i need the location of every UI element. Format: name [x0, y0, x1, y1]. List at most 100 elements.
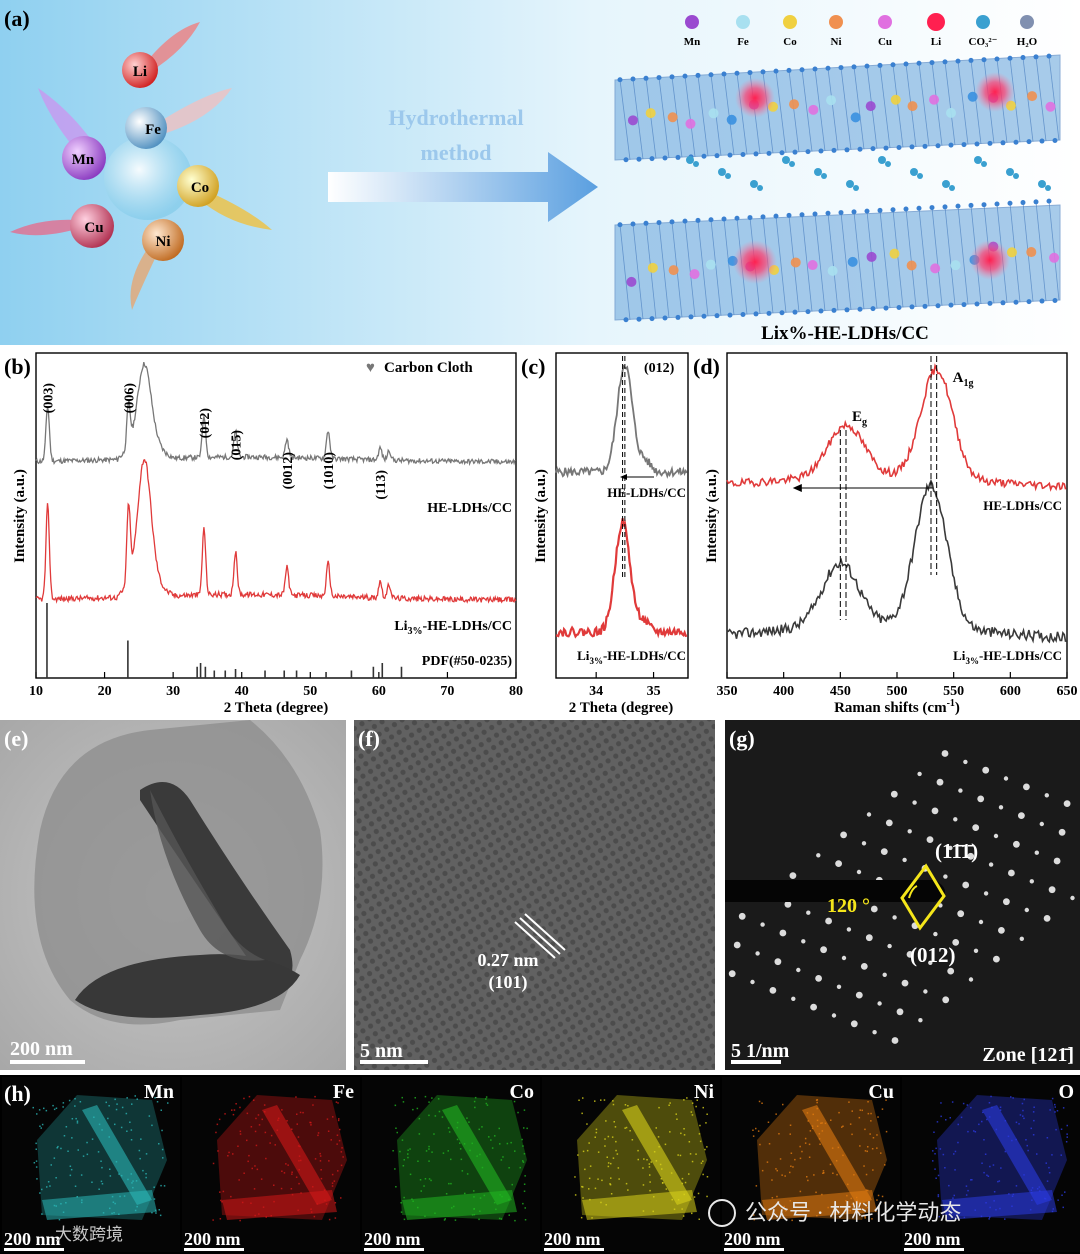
eds-pixel	[970, 1106, 972, 1109]
eds-pixel	[63, 1135, 66, 1137]
eds-pixel	[522, 1145, 524, 1147]
eds-pixel	[1033, 1119, 1035, 1122]
eds-pixel	[1029, 1208, 1032, 1211]
eds-pixel	[113, 1212, 115, 1214]
eds-pixel	[589, 1198, 591, 1201]
eds-pixel	[967, 1130, 969, 1133]
arrow-text-line1: Hydrothermal	[388, 105, 523, 130]
eds-pixel	[155, 1212, 157, 1214]
eds-pixel	[461, 1170, 464, 1172]
eds-pixel	[771, 1179, 773, 1181]
eds-pixel	[116, 1103, 118, 1105]
shift-arrow-head	[620, 474, 627, 480]
eds-pixel	[819, 1143, 821, 1145]
eds-pixel	[111, 1212, 113, 1215]
diffraction-spot	[1013, 840, 1020, 848]
eds-pixel	[298, 1155, 301, 1157]
diffraction-spot	[941, 750, 949, 757]
eds-pixel	[286, 1120, 288, 1122]
eds-pixel	[761, 1102, 763, 1104]
eds-pixel	[951, 1101, 954, 1103]
eds-pixel	[782, 1103, 784, 1106]
eds-pixel	[648, 1166, 651, 1168]
eds-pixel	[610, 1162, 612, 1165]
eds-element-label: Fe	[333, 1081, 354, 1103]
eds-pixel	[409, 1148, 411, 1150]
eds-pixel	[1023, 1117, 1025, 1120]
eds-pixel	[224, 1113, 226, 1115]
eds-pixel	[1062, 1206, 1064, 1209]
eds-pixel	[145, 1153, 148, 1155]
eds-pixel	[132, 1186, 134, 1189]
eds-pixel	[407, 1156, 409, 1159]
eds-pixel	[270, 1134, 273, 1137]
eds-pixel	[82, 1155, 85, 1157]
eds-pixel	[872, 1137, 875, 1139]
eds-pixel	[625, 1182, 628, 1185]
eds-pixel	[488, 1136, 490, 1138]
eds-pixel	[789, 1124, 792, 1126]
eds-pixel	[49, 1185, 51, 1187]
eds-pixel	[270, 1215, 272, 1217]
eds-pixel	[988, 1116, 991, 1118]
eds-pixel	[153, 1198, 156, 1200]
eds-pixel	[485, 1102, 488, 1105]
series-line-d	[726, 363, 1067, 492]
diffraction-spot	[841, 955, 847, 961]
eds-pixel	[851, 1133, 853, 1136]
eds-pixel	[1049, 1109, 1051, 1111]
eds-pixel	[1039, 1190, 1041, 1192]
eds-pixel	[574, 1194, 577, 1196]
element-label: Mn	[72, 152, 95, 168]
eds-pixel	[160, 1109, 162, 1111]
eds-pixel	[872, 1169, 874, 1171]
watermark-2: 大数跨境	[55, 1225, 123, 1244]
eds-pixel	[861, 1109, 863, 1112]
eds-pixel	[1057, 1199, 1059, 1201]
eds-pixel	[1045, 1162, 1047, 1164]
eds-pixel	[123, 1195, 126, 1197]
eds-map-fe: Fe 200 nm	[182, 1077, 360, 1252]
reference-label: PDF(#50-0235)	[422, 654, 513, 669]
eds-pixel	[418, 1133, 421, 1135]
eds-pixel	[867, 1112, 870, 1115]
eds-pixel	[161, 1129, 163, 1132]
eds-pixel	[81, 1201, 83, 1204]
diffraction-spot	[962, 881, 970, 889]
eds-pixel	[684, 1181, 687, 1184]
series-label-li-he-ldhs: Li3%-HE-LDHs/CC	[394, 619, 512, 637]
eds-pixel	[233, 1109, 236, 1111]
eds-pixel	[74, 1098, 76, 1100]
eds-pixel	[76, 1196, 78, 1198]
diffraction-spot	[947, 967, 955, 975]
legend-atom-label: Fe	[737, 36, 749, 48]
diffraction-spot	[957, 910, 965, 918]
eds-scale-bar	[364, 1248, 424, 1251]
eds-pixel	[319, 1160, 322, 1162]
eds-pixel	[447, 1127, 450, 1129]
eds-pixel	[417, 1160, 419, 1162]
diffraction-spot	[885, 819, 893, 827]
zone-axis-label: Zone [121̄]	[982, 1044, 1074, 1066]
eds-pixel	[706, 1113, 708, 1115]
diffraction-spot	[750, 979, 755, 985]
eds-pixel	[683, 1134, 686, 1136]
eds-pixel	[866, 1202, 869, 1204]
eds-pixel	[696, 1099, 698, 1101]
diffraction-spot	[917, 771, 922, 777]
eds-pixel	[107, 1117, 109, 1120]
diffraction-spot	[846, 927, 852, 932]
eds-pixel	[1010, 1096, 1012, 1098]
eds-pixel	[127, 1178, 129, 1181]
eds-scale-label: 200 nm	[544, 1229, 601, 1249]
eds-pixel	[456, 1126, 458, 1129]
eds-pixel	[438, 1110, 441, 1113]
eds-pixel	[676, 1118, 678, 1120]
panel-f: (f) 0.27 nm (101) 5 nm	[354, 720, 715, 1070]
eds-pixel	[499, 1194, 501, 1196]
legend-atom-marker	[783, 15, 797, 29]
eds-pixel	[420, 1190, 422, 1192]
eds-pixel	[331, 1185, 334, 1187]
eds-pixel	[690, 1111, 693, 1113]
